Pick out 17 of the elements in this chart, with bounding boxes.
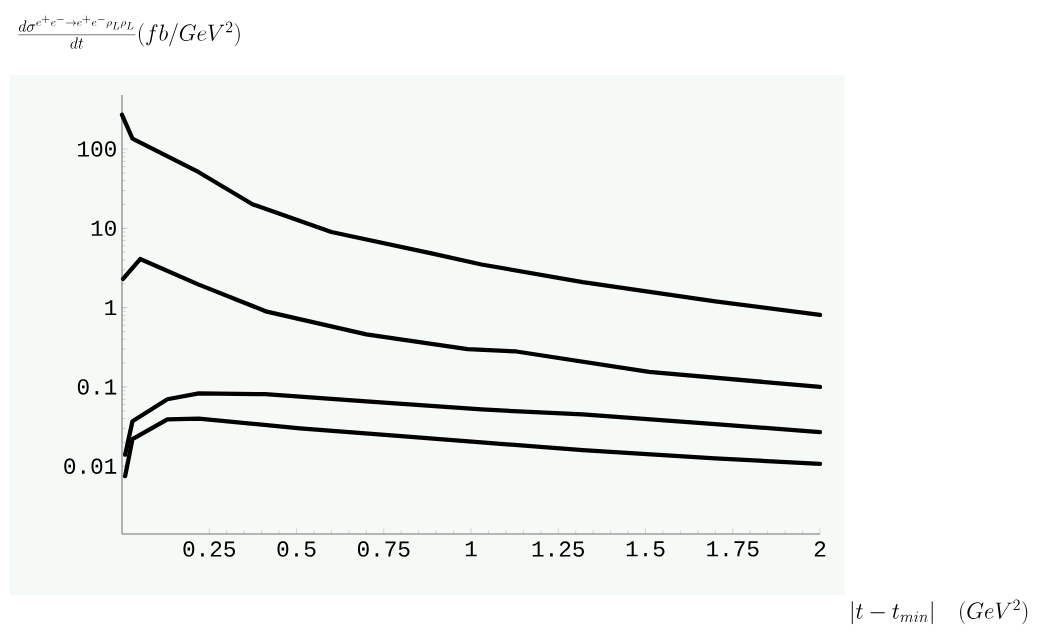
y-tick-label: 1 [105, 300, 117, 316]
x-tick-label: 0.5 [277, 541, 316, 557]
chart-title: $\frac{d\sigma^{e^+e^-\to e^+e^-\rho_L\rho_L}}{dt}(fb/GeV^2)$ [18, 15, 240, 49]
y-tick-label: 10 [91, 220, 116, 237]
x-tick-label: 1 [465, 541, 477, 557]
x-axis-title: $|t-t_{min}|\quad(GeV^2)$ [851, 599, 1028, 625]
x-tick-label: 1.75 [707, 541, 759, 557]
line-series [119, 112, 823, 318]
x-tick-label: 0.25 [183, 541, 236, 557]
x-tick-label: 0.75 [357, 541, 410, 557]
x-tick-label: 1.5 [626, 541, 665, 557]
y-tick-label: 100 [78, 141, 116, 157]
line-series [120, 256, 823, 390]
x-tick-label: 2 [814, 541, 826, 557]
x-tick-label: 1.25 [532, 541, 585, 557]
y-tick-label: 0.1 [77, 379, 117, 395]
y-tick-label: 0.01 [64, 458, 117, 474]
